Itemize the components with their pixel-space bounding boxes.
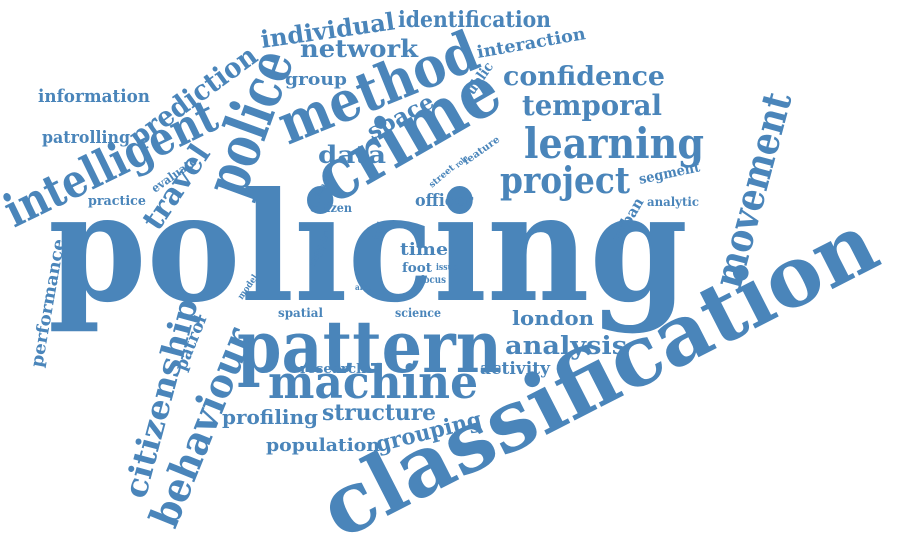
word-research: research bbox=[300, 362, 367, 377]
word-analytic: analytic bbox=[647, 195, 699, 209]
word-identification: identification bbox=[398, 7, 551, 33]
word-project: project bbox=[500, 160, 630, 202]
word-analysis: analysis bbox=[505, 331, 627, 360]
word-issue: issue bbox=[436, 263, 458, 273]
word-time: time bbox=[400, 240, 448, 260]
word-learning: learning bbox=[524, 119, 704, 168]
word-foot: foot bbox=[402, 261, 432, 276]
word-machine: machine bbox=[268, 355, 478, 409]
word-information: information bbox=[38, 86, 150, 107]
word-temporal: temporal bbox=[522, 89, 662, 122]
word-confidence: confidence bbox=[503, 62, 665, 92]
word-area: area bbox=[355, 282, 373, 292]
word-pattern: pattern bbox=[237, 304, 502, 389]
word-officer: officer bbox=[415, 191, 474, 211]
word-focus: focus bbox=[420, 275, 446, 286]
word-data: data bbox=[318, 140, 386, 169]
word-policing: policing bbox=[48, 160, 688, 336]
word-profiling: profiling bbox=[222, 405, 318, 429]
word-activity: activity bbox=[480, 359, 551, 379]
word-patrolling: patrolling bbox=[42, 128, 130, 148]
word-network: network bbox=[300, 34, 419, 63]
word-london: london bbox=[512, 306, 594, 330]
word-group: group bbox=[285, 70, 347, 90]
word-spatial: spatial bbox=[278, 306, 323, 320]
word-structure: structure bbox=[322, 400, 436, 426]
word-science: science bbox=[395, 306, 441, 320]
word-citizen: citizen bbox=[310, 201, 352, 215]
word-population: population bbox=[266, 435, 380, 456]
word-practice: practice bbox=[88, 194, 146, 209]
